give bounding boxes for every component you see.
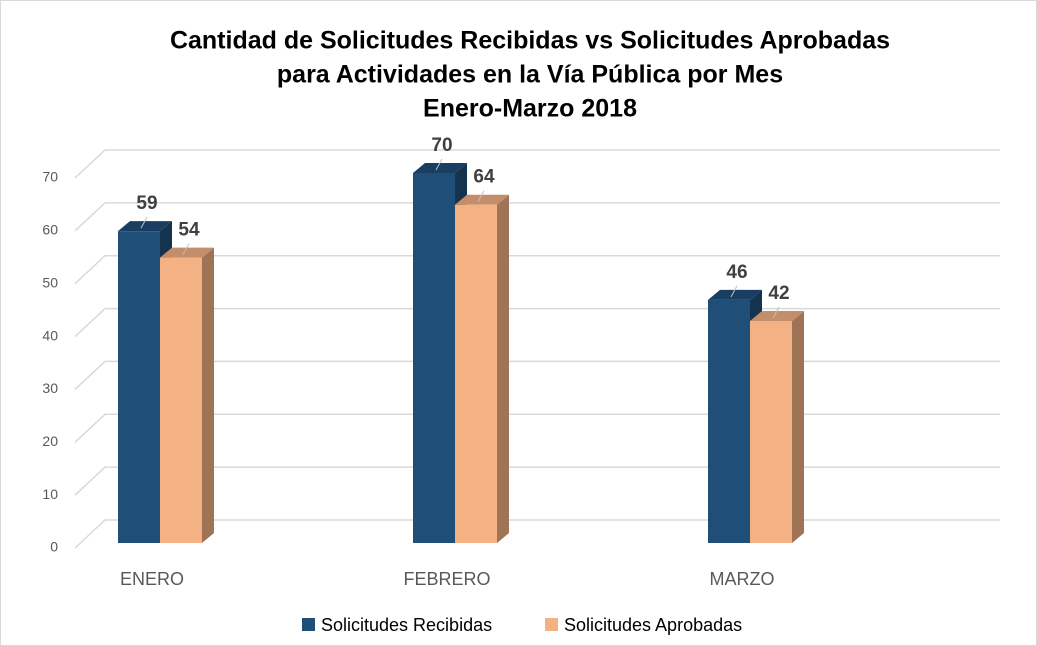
bar-top <box>413 163 467 173</box>
chart-title: Enero-Marzo 2018 <box>423 95 637 123</box>
legend-label: Solicitudes Recibidas <box>321 615 492 635</box>
y-tick-label: 10 <box>42 486 58 502</box>
value-label: 54 <box>178 220 200 241</box>
grid-line <box>74 466 1000 496</box>
bar-side <box>792 311 804 543</box>
chart-title: Cantidad de Solicitudes Recibidas vs Sol… <box>170 27 890 55</box>
value-label: 46 <box>726 262 747 283</box>
grid-line <box>74 254 1000 285</box>
label-leader <box>477 190 485 202</box>
y-tick-label: 30 <box>42 380 58 396</box>
label-leader <box>182 243 190 255</box>
x-tick-label: MARZO <box>710 569 775 589</box>
chart-title: para Actividades en la Vía Pública por M… <box>277 61 783 89</box>
bar <box>455 204 497 543</box>
y-tick-label: 60 <box>42 222 58 238</box>
bar <box>750 321 792 543</box>
grid-line <box>74 202 1000 232</box>
legend-label: Solicitudes Aprobadas <box>564 615 742 635</box>
label-leader <box>730 285 738 298</box>
y-tick-label: 40 <box>42 327 58 343</box>
bar-top <box>708 289 762 300</box>
y-tick-label: 20 <box>42 433 58 449</box>
value-label: 64 <box>473 167 495 188</box>
grid-line <box>74 360 1000 390</box>
bar-side <box>202 247 214 544</box>
grid-line <box>74 149 1000 179</box>
legend-swatch <box>545 618 558 631</box>
grid-line <box>74 307 1000 338</box>
bar-top <box>750 311 804 321</box>
label-leader <box>435 158 443 171</box>
label-leader <box>140 216 148 229</box>
label-leader <box>772 306 780 319</box>
value-label: 59 <box>136 193 157 214</box>
legend-swatch <box>302 618 315 631</box>
grid-line <box>74 519 1000 549</box>
y-tick-label: 50 <box>42 274 58 290</box>
value-label: 70 <box>431 135 452 156</box>
bar-top <box>118 221 172 232</box>
x-tick-label: ENERO <box>120 569 184 589</box>
value-label: 42 <box>768 283 789 304</box>
bar-side <box>497 194 509 543</box>
bar-top <box>160 247 214 258</box>
y-tick-label: 0 <box>50 539 58 555</box>
y-tick-label: 70 <box>42 169 58 185</box>
bar <box>160 257 202 543</box>
bar <box>708 299 750 543</box>
bar <box>413 173 455 543</box>
x-tick-label: FEBRERO <box>403 569 490 589</box>
grid-line <box>74 413 1000 443</box>
bar <box>118 231 160 543</box>
bar-top <box>455 194 509 205</box>
